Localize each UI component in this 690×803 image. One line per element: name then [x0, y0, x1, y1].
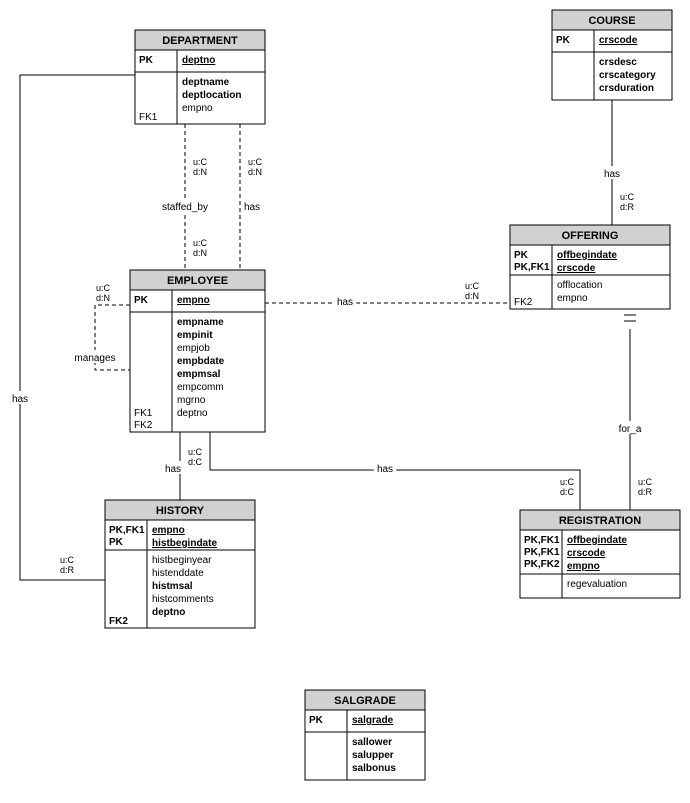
svg-text:deptlocation: deptlocation — [182, 90, 241, 101]
svg-text:SALGRADE: SALGRADE — [334, 695, 396, 707]
svg-text:histbeginyear: histbeginyear — [152, 555, 212, 566]
svg-text:has: has — [244, 202, 260, 213]
svg-text:regevaluation: regevaluation — [567, 579, 627, 590]
svg-text:FK2: FK2 — [514, 297, 533, 308]
svg-text:deptno: deptno — [182, 55, 215, 66]
svg-text:PK: PK — [134, 295, 149, 306]
svg-text:COURSE: COURSE — [588, 15, 635, 27]
svg-text:d:C: d:C — [560, 487, 575, 497]
svg-text:has: has — [12, 394, 28, 405]
svg-text:deptno: deptno — [177, 408, 208, 419]
svg-text:PK,FK1: PK,FK1 — [524, 535, 560, 546]
svg-text:FK2: FK2 — [109, 616, 128, 627]
svg-text:u:C: u:C — [193, 157, 208, 167]
entity-salgrade: SALGRADE PK salgrade sallower salupper salbon… — [305, 690, 425, 780]
svg-text:PK: PK — [309, 715, 324, 726]
svg-text:PK,FK1: PK,FK1 — [109, 525, 145, 536]
svg-text:empno: empno — [182, 103, 213, 114]
svg-text:empmsal: empmsal — [177, 369, 221, 380]
svg-text:FK2: FK2 — [134, 420, 153, 431]
svg-text:u:C: u:C — [60, 555, 75, 565]
svg-text:histcomments: histcomments — [152, 594, 214, 605]
svg-text:sallower: sallower — [352, 737, 392, 748]
svg-text:EMPLOYEE: EMPLOYEE — [167, 275, 228, 287]
svg-text:d:N: d:N — [193, 167, 207, 177]
svg-text:DEPARTMENT: DEPARTMENT — [162, 35, 238, 47]
entity-history: HISTORY PK,FK1PK empno histbegindate FK2 hist… — [105, 500, 255, 628]
svg-text:d:N: d:N — [96, 293, 110, 303]
svg-text:has: has — [377, 464, 393, 475]
entity-department: DEPARTMENT PK deptno FK1 deptname deptlocatio… — [135, 30, 265, 124]
svg-text:offbegindate: offbegindate — [567, 535, 627, 546]
svg-text:empname: empname — [177, 317, 224, 328]
svg-text:u:C: u:C — [465, 281, 480, 291]
svg-text:d:R: d:R — [638, 487, 653, 497]
svg-text:has: has — [337, 297, 353, 308]
svg-text:crscode: crscode — [599, 35, 638, 46]
svg-text:u:C: u:C — [560, 477, 575, 487]
svg-text:crsdesc: crsdesc — [599, 57, 637, 68]
svg-text:u:C: u:C — [248, 157, 263, 167]
svg-text:d:N: d:N — [193, 248, 207, 258]
svg-text:u:C: u:C — [96, 283, 111, 293]
entity-offering: OFFERING PKPK,FK1 offbegindate crscode FK2 of… — [510, 225, 670, 309]
svg-text:empno: empno — [177, 295, 210, 306]
svg-text:histenddate: histenddate — [152, 568, 204, 579]
svg-text:empbdate: empbdate — [177, 356, 225, 367]
svg-text:histmsal: histmsal — [152, 581, 193, 592]
svg-text:PK,FK2: PK,FK2 — [524, 559, 560, 570]
er-diagram: staffed_byu:Cd:Nu:Cd:Nhasu:Cd:Nmanagesu:… — [0, 0, 690, 803]
svg-text:has: has — [165, 464, 181, 475]
svg-text:empno: empno — [567, 561, 600, 572]
svg-text:for_a: for_a — [619, 424, 642, 435]
svg-text:FK1: FK1 — [134, 408, 153, 419]
svg-text:deptno: deptno — [152, 607, 185, 618]
svg-text:d:R: d:R — [60, 565, 75, 575]
svg-text:histbegindate: histbegindate — [152, 538, 217, 549]
svg-text:u:C: u:C — [620, 192, 635, 202]
svg-text:empcomm: empcomm — [177, 382, 224, 393]
svg-text:PK: PK — [109, 537, 124, 548]
svg-text:has: has — [604, 169, 620, 180]
svg-text:HISTORY: HISTORY — [156, 505, 205, 517]
svg-text:empinit: empinit — [177, 330, 213, 341]
svg-text:offbegindate: offbegindate — [557, 250, 617, 261]
svg-text:crscategory: crscategory — [599, 70, 656, 81]
svg-text:staffed_by: staffed_by — [162, 202, 208, 213]
svg-text:u:C: u:C — [193, 238, 208, 248]
svg-text:salgrade: salgrade — [352, 715, 394, 726]
svg-text:mgrno: mgrno — [177, 395, 206, 406]
svg-text:FK1: FK1 — [139, 112, 158, 123]
svg-text:d:N: d:N — [465, 291, 479, 301]
svg-text:offlocation: offlocation — [557, 280, 602, 291]
svg-text:REGISTRATION: REGISTRATION — [559, 515, 641, 527]
svg-text:crscode: crscode — [557, 263, 596, 274]
svg-text:empjob: empjob — [177, 343, 210, 354]
svg-text:crscode: crscode — [567, 548, 606, 559]
svg-text:u:C: u:C — [638, 477, 653, 487]
svg-text:PK,FK1: PK,FK1 — [514, 262, 550, 273]
svg-text:salbonus: salbonus — [352, 763, 396, 774]
svg-text:deptname: deptname — [182, 77, 230, 88]
entity-registration: REGISTRATIONPK,FK1PK,FK1PK,FK2offbeginda… — [520, 510, 680, 598]
svg-text:u:C: u:C — [188, 447, 203, 457]
svg-text:PK,FK1: PK,FK1 — [524, 547, 560, 558]
svg-text:PK: PK — [139, 55, 154, 66]
svg-text:manages: manages — [74, 353, 115, 364]
svg-text:d:R: d:R — [620, 202, 635, 212]
svg-text:empno: empno — [152, 525, 185, 536]
svg-text:PK: PK — [556, 35, 571, 46]
svg-text:empno: empno — [557, 293, 588, 304]
svg-text:d:C: d:C — [188, 457, 203, 467]
svg-text:OFFERING: OFFERING — [562, 230, 619, 242]
svg-text:crsduration: crsduration — [599, 83, 654, 94]
svg-text:PK: PK — [514, 250, 529, 261]
entity-course: COURSE PK crscode crsdesc crscategory crsdura… — [552, 10, 672, 100]
svg-text:d:N: d:N — [248, 167, 262, 177]
entity-employee: EMPLOYEE PK empno FK1FK2 empname empinit empjo… — [130, 270, 265, 432]
svg-text:salupper: salupper — [352, 750, 394, 761]
